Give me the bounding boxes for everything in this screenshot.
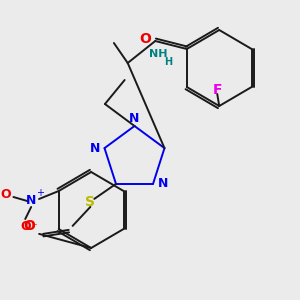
Text: ⁻: ⁻ (31, 222, 37, 232)
Text: N: N (129, 112, 140, 124)
Text: H: H (164, 57, 172, 67)
Text: F: F (212, 83, 222, 97)
Text: N: N (26, 194, 36, 208)
Text: +: + (36, 188, 44, 198)
Text: O: O (23, 219, 35, 233)
Text: NH: NH (149, 49, 167, 59)
Text: O: O (0, 188, 11, 202)
Text: S: S (85, 195, 95, 209)
Text: O: O (20, 220, 31, 233)
Text: O: O (140, 32, 152, 46)
Text: N: N (89, 142, 100, 154)
Text: N: N (158, 177, 168, 190)
